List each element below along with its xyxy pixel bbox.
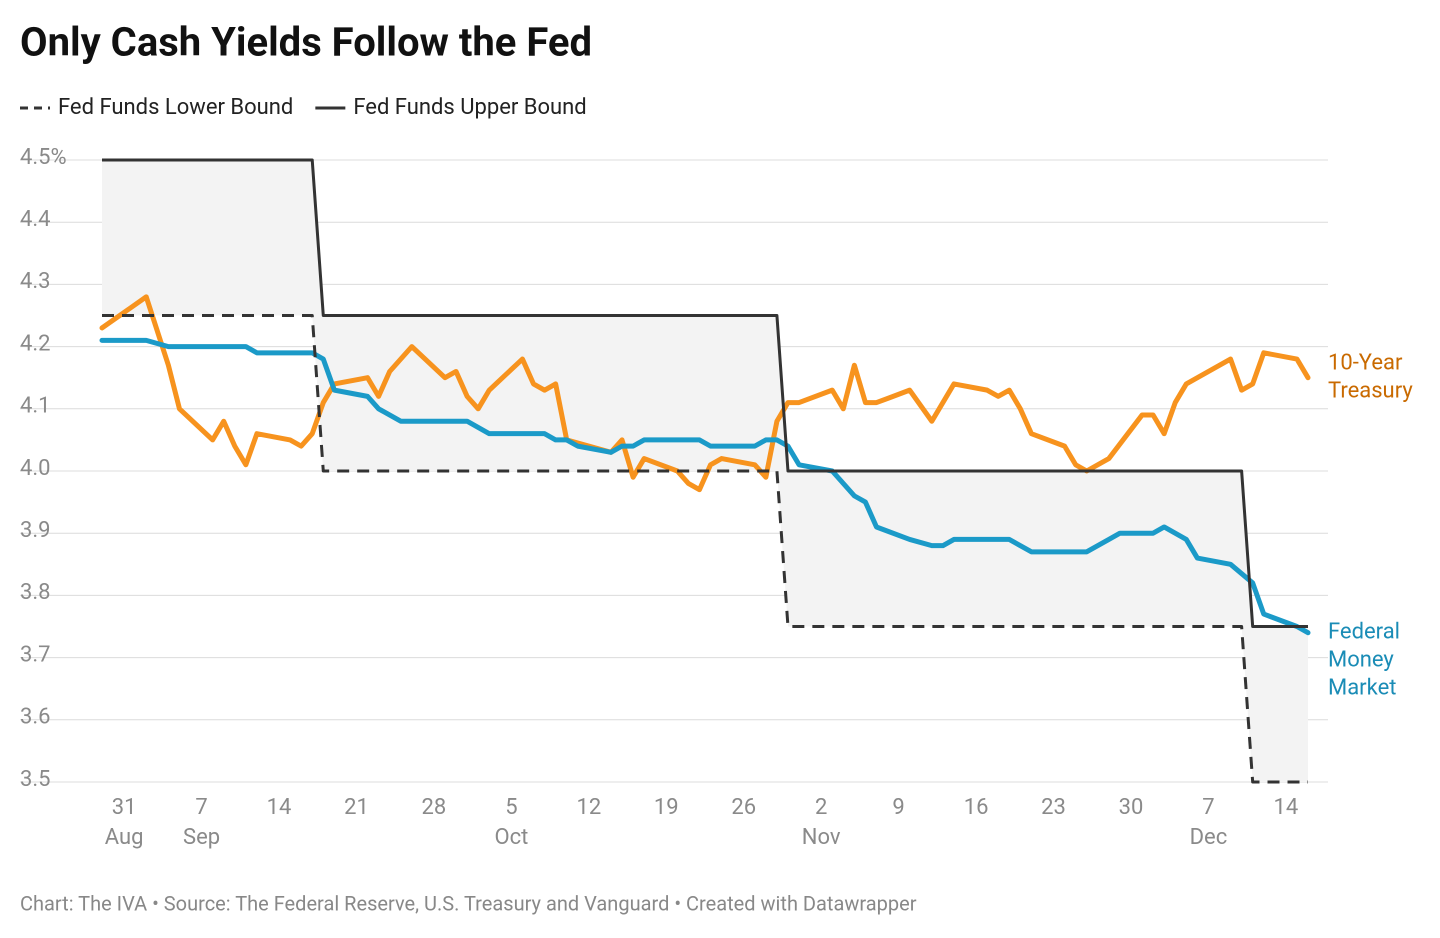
y-tick-label: 3.5: [20, 767, 51, 792]
legend-label: Fed Funds Lower Bound: [58, 95, 293, 120]
x-tick-label: 7: [1202, 795, 1214, 820]
y-tick-label: 3.9: [20, 518, 51, 543]
y-tick-label: 4.4: [20, 207, 51, 232]
x-month-label: Nov: [802, 825, 841, 850]
series-line: [99, 294, 1311, 493]
x-tick-label: 2: [815, 795, 827, 820]
x-tick-label: 9: [892, 795, 904, 820]
x-tick-label: 30: [1119, 795, 1144, 820]
x-month-label: Aug: [105, 825, 144, 850]
y-tick-label: 3.6: [20, 705, 51, 730]
series-label: Money: [1328, 648, 1394, 673]
series-label: Federal: [1328, 620, 1400, 645]
x-tick-label: 14: [267, 795, 292, 820]
y-tick-label: 4.1: [20, 394, 51, 419]
y-tick-label: 4.0: [20, 456, 51, 481]
x-month-label: Oct: [494, 825, 528, 850]
series-label: Market: [1328, 676, 1396, 701]
x-tick-label: 5: [505, 795, 517, 820]
y-tick-label: 4.2: [20, 331, 51, 356]
series-line: [99, 337, 1311, 636]
x-month-label: Sep: [183, 825, 220, 850]
x-tick-label: 26: [731, 795, 756, 820]
x-tick-label: 21: [344, 795, 369, 820]
x-tick-label: 19: [654, 795, 679, 820]
y-tick-label: 4.5%: [20, 145, 67, 170]
x-tick-label: 23: [1041, 795, 1066, 820]
series-label: 10-Year: [1328, 351, 1403, 376]
y-tick-label: 4.3: [20, 269, 51, 294]
x-month-label: Dec: [1190, 825, 1228, 850]
chart-title: Only Cash Yields Follow the Fed: [20, 19, 592, 66]
series-label: Treasury: [1328, 379, 1413, 404]
footer: Chart: The IVA • Source: The Federal Res…: [20, 891, 917, 915]
x-tick-label: 28: [422, 795, 447, 820]
x-tick-label: 16: [964, 795, 989, 820]
x-tick-label: 12: [576, 795, 601, 820]
x-tick-label: 7: [195, 795, 207, 820]
legend-label: Fed Funds Upper Bound: [353, 95, 586, 120]
x-tick-label: 14: [1274, 795, 1299, 820]
x-tick-label: 31: [112, 795, 137, 820]
y-tick-label: 3.7: [20, 642, 51, 667]
y-tick-label: 3.8: [20, 580, 51, 605]
series-line: [102, 158, 1308, 628]
